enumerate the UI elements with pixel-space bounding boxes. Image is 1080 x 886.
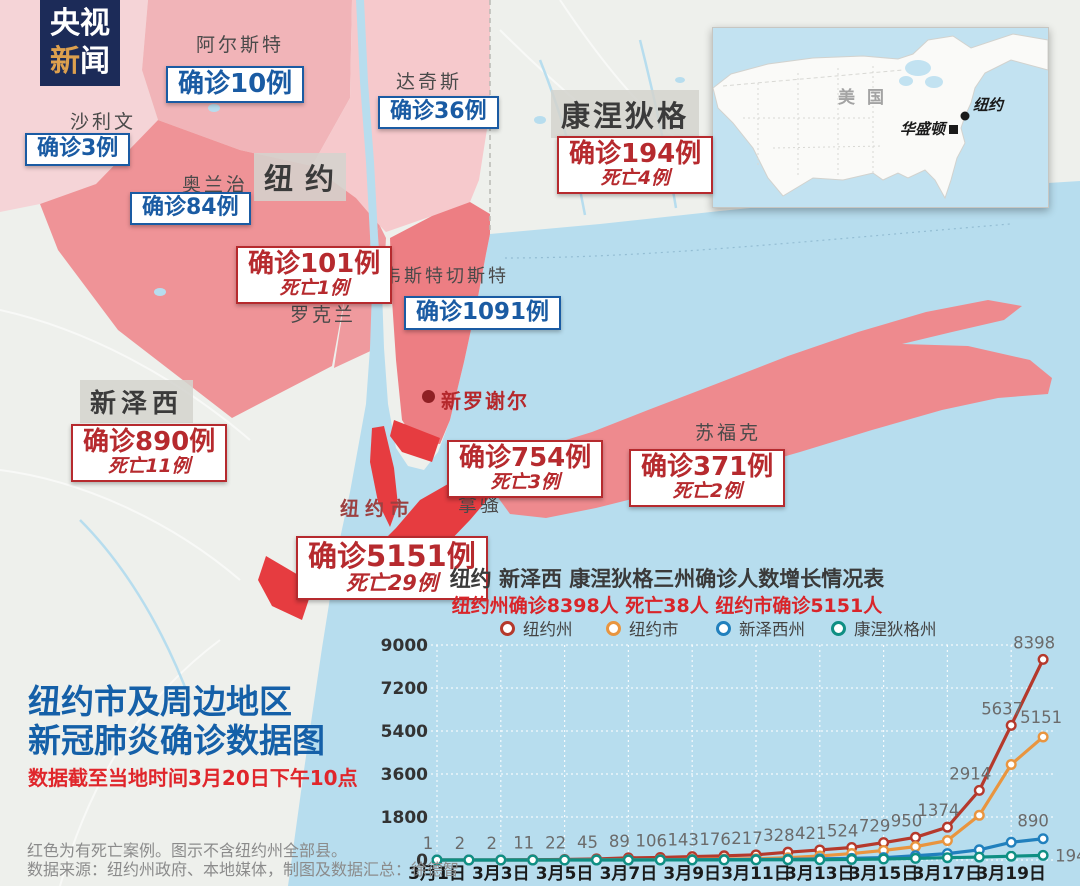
label-orange: 奥兰治 bbox=[182, 174, 249, 196]
inset-ny-label: 纽约 bbox=[973, 96, 1005, 114]
usa-label: 美国 bbox=[838, 87, 896, 108]
stat-box-suffolk: 确诊371例 死亡2例 bbox=[629, 449, 786, 508]
label-ulster: 阿尔斯特 bbox=[196, 34, 285, 56]
legend-label-ny-state: 纽约州 bbox=[523, 620, 573, 639]
label-new-york-state: 纽约 bbox=[254, 153, 347, 201]
us-locator-inset: 美国 纽约 华盛顿 bbox=[712, 27, 1049, 208]
stat-box-new-jersey: 确诊890例 死亡11例 bbox=[71, 424, 228, 483]
label-sullivan: 沙利文 bbox=[70, 111, 137, 133]
us-landmass bbox=[712, 33, 1049, 200]
legend-item-nj: 新泽西州 bbox=[716, 616, 805, 640]
stat-box-connecticut: 确诊194例 死亡4例 bbox=[557, 136, 714, 195]
cctv-news-logo: 央视 新闻 bbox=[40, 0, 120, 86]
logo-line1: 央视 bbox=[50, 6, 110, 41]
footer-notes: 红色为有死亡案例。图示不含纽约州全部县。 数据来源：纽约州政府、本地媒体，制图及… bbox=[27, 841, 459, 879]
page-title: 纽约市及周边地区 新冠肺炎确诊数据图 bbox=[28, 682, 325, 760]
washington-square-icon bbox=[949, 125, 958, 134]
us-inset-svg: 美国 纽约 华盛顿 bbox=[712, 33, 1049, 200]
footer-line1: 红色为有死亡案例。图示不含纽约州全部县。 bbox=[27, 841, 348, 860]
legend-item-ct: 康涅狄格州 bbox=[831, 616, 937, 640]
stat-box-dutchess: 确诊36例 bbox=[378, 96, 499, 129]
label-connecticut: 康涅狄格 bbox=[551, 90, 700, 138]
label-new-jersey: 新泽西 bbox=[80, 380, 194, 423]
legend-marker-nyc-icon bbox=[606, 620, 621, 636]
new-york-dot-icon bbox=[960, 111, 970, 121]
stat-box-nyc: 确诊5151例 死亡29例 bbox=[296, 536, 488, 600]
chart-subtitle: 纽约州确诊8398人 死亡38人 纽约市确诊5151人 bbox=[451, 595, 883, 617]
stat-box-westchester: 确诊1091例 bbox=[404, 296, 562, 330]
legend-item-nyc: 纽约市 bbox=[606, 616, 679, 640]
label-westchester: 韦斯特切斯特 bbox=[383, 266, 509, 287]
stat-box-orange: 确诊84例 bbox=[130, 192, 251, 225]
new-rochelle-dot-icon bbox=[422, 390, 435, 403]
legend-marker-ct-icon bbox=[831, 620, 846, 636]
maritime-border-dashed bbox=[504, 223, 1011, 259]
legend-label-nj: 新泽西州 bbox=[739, 620, 805, 639]
stat-box-sullivan: 确诊3例 bbox=[25, 133, 131, 166]
data-cutoff-note: 数据截至当地时间3月20日下午10点 bbox=[28, 766, 358, 790]
stat-box-ulster: 确诊10例 bbox=[166, 66, 305, 104]
legend-label-ct: 康涅狄格州 bbox=[854, 620, 937, 639]
legend-item-ny-state: 纽约州 bbox=[500, 616, 573, 640]
legend-label-nyc: 纽约市 bbox=[629, 620, 679, 639]
legend-marker-nj-icon bbox=[716, 620, 731, 636]
label-suffolk: 苏福克 bbox=[695, 422, 762, 444]
state-borders bbox=[722, 66, 904, 178]
great-lakes bbox=[899, 60, 943, 88]
stat-box-nassau: 确诊754例 死亡3例 bbox=[447, 440, 604, 499]
label-rockland: 罗克兰 bbox=[290, 304, 357, 326]
footer-line2: 数据来源：纽约州政府、本地媒体，制图及数据汇总：徐德智 bbox=[27, 860, 460, 879]
label-nassau: 拿骚 bbox=[458, 494, 503, 516]
chart-title: 纽约 新泽西 康涅狄格三州确诊人数增长情况表 bbox=[449, 567, 885, 591]
logo-line2: 新闻 bbox=[50, 44, 110, 79]
label-new-rochelle: 新罗谢尔 bbox=[441, 389, 529, 413]
legend-marker-ny-state-icon bbox=[500, 620, 515, 636]
inset-dc-label: 华盛顿 bbox=[900, 120, 948, 138]
stat-box-rockland: 确诊101例 死亡1例 bbox=[236, 246, 393, 305]
label-dutchess: 达奇斯 bbox=[396, 71, 463, 93]
label-nyc: 纽约市 bbox=[340, 498, 416, 520]
